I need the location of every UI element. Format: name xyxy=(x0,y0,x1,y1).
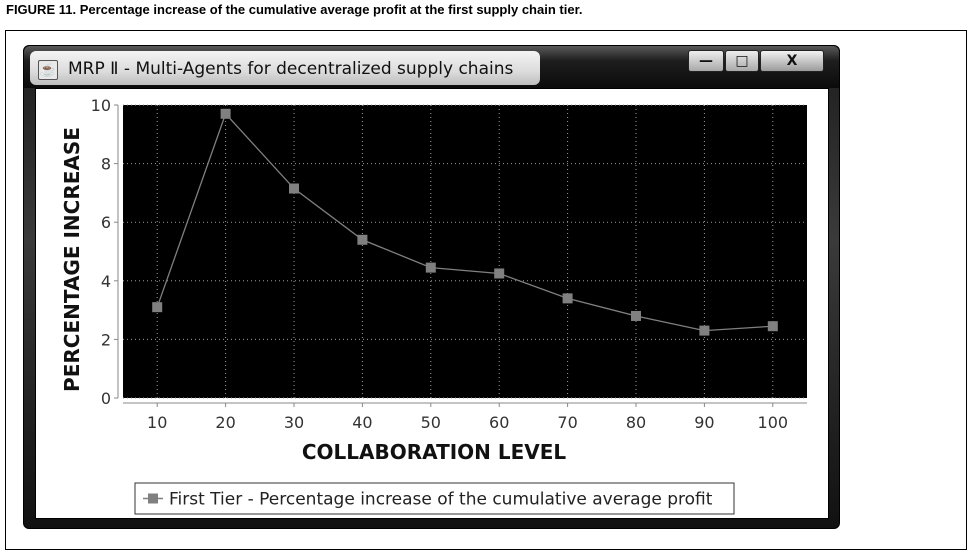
data-point xyxy=(152,302,163,313)
app-window: ☕ MRP Ⅱ - Multi-Agents for decentralized… xyxy=(23,45,840,529)
y-tick-label: 6 xyxy=(101,213,111,232)
minimize-button[interactable]: — xyxy=(688,50,724,72)
data-point xyxy=(425,262,436,273)
x-tick-label: 70 xyxy=(557,413,577,432)
plot-area xyxy=(123,105,807,398)
data-point xyxy=(220,108,231,119)
data-point xyxy=(767,321,778,332)
x-tick-label: 80 xyxy=(626,413,646,432)
java-cup-icon[interactable]: ☕ xyxy=(38,60,58,80)
series-line xyxy=(156,112,773,332)
y-axis-label: PERCENTAGE INCREASE xyxy=(60,127,84,392)
data-point xyxy=(357,234,368,245)
x-tick-label: 10 xyxy=(147,413,167,432)
figure-caption: FIGURE 11. Percentage increase of the cu… xyxy=(6,2,583,17)
legend-box xyxy=(134,482,735,515)
y-tick-label: 8 xyxy=(101,155,111,174)
x-tick-label: 90 xyxy=(694,413,714,432)
close-button[interactable]: X xyxy=(760,50,824,72)
x-tick-label: 30 xyxy=(284,413,304,432)
data-point xyxy=(289,183,299,194)
x-tick-label: 100 xyxy=(758,413,789,432)
y-tick-label: 2 xyxy=(101,330,111,349)
data-point xyxy=(631,310,641,321)
y-tick-label: 4 xyxy=(101,272,111,291)
maximize-button[interactable]: □ xyxy=(725,50,759,72)
x-axis-label: COLLABORATION LEVEL xyxy=(302,440,567,464)
y-tick-label: 0 xyxy=(101,389,111,408)
legend-marker xyxy=(148,493,158,504)
y-tick-label: 10 xyxy=(91,96,111,115)
title-bar[interactable]: ☕ MRP Ⅱ - Multi-Agents for decentralized… xyxy=(24,46,839,88)
x-tick-label: 40 xyxy=(352,413,372,432)
window-title: MRP Ⅱ - Multi-Agents for decentralized s… xyxy=(68,59,514,79)
x-tick-label: 60 xyxy=(489,413,509,432)
legend-label: First Tier - Percentage increase of the … xyxy=(169,490,713,510)
data-point xyxy=(494,268,505,279)
x-tick-label: 20 xyxy=(215,413,235,432)
line-chart: 0 2 4 6 8 10 10 20 30 40 50 60 70 80 90 100 COLLABORATIO… xyxy=(60,96,807,515)
data-point xyxy=(562,293,573,304)
data-point xyxy=(699,325,710,336)
chart-panel: 0 2 4 6 8 10 10 20 30 40 50 60 70 80 90 100 COLLABORATIO… xyxy=(35,88,829,519)
x-tick-label: 50 xyxy=(421,413,441,432)
